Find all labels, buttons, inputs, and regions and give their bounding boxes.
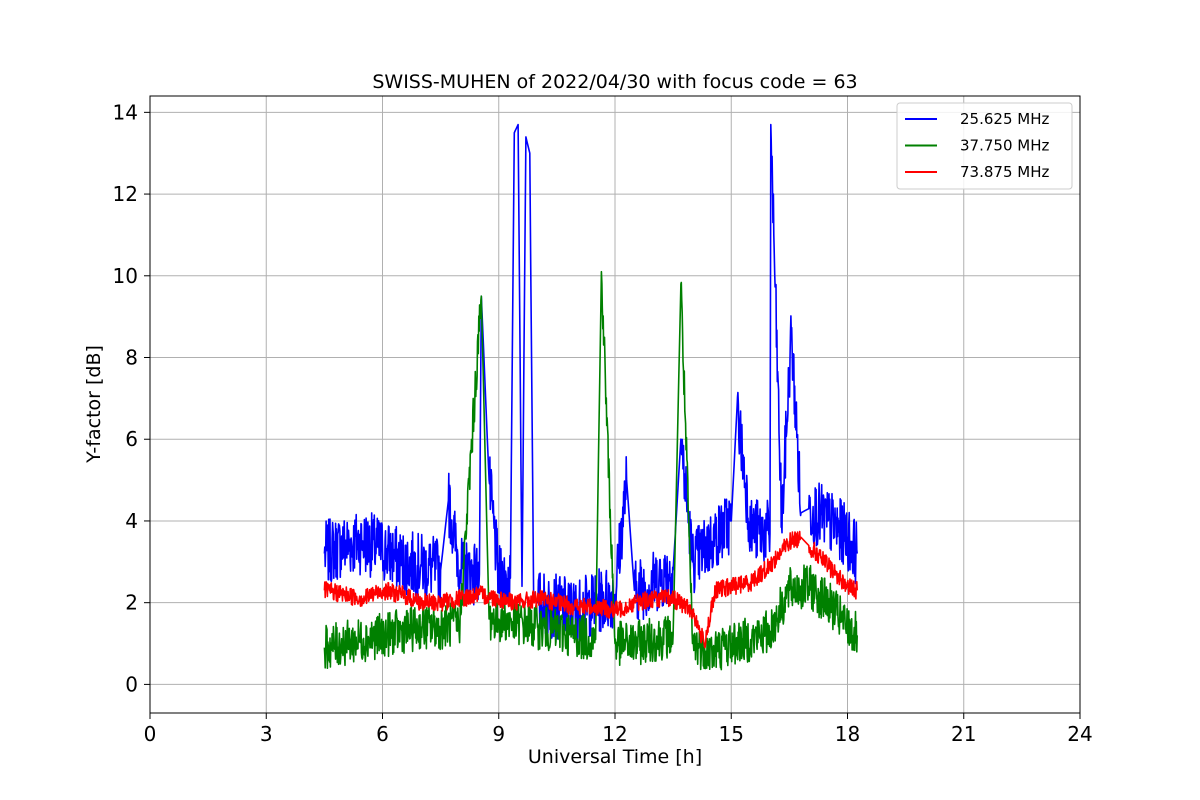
y-tick-label: 2 [125, 591, 138, 615]
x-tick-label: 18 [835, 722, 860, 746]
y-tick-label: 10 [113, 264, 138, 288]
y-tick-label: 14 [113, 100, 138, 124]
x-tick-label: 24 [1067, 722, 1092, 746]
y-tick-label: 0 [125, 672, 138, 696]
x-tick-label: 21 [951, 722, 976, 746]
x-axis-label: Universal Time [h] [528, 746, 702, 768]
series-line-1 [323, 123, 858, 644]
series-line-3 [323, 530, 858, 649]
y-tick-label: 6 [125, 427, 138, 451]
x-tick-label: 6 [376, 722, 389, 746]
legend-label-3: 73.875 MHz [960, 163, 1049, 181]
legend: 25.625 MHz 37.750 MHz 73.875 MHz [896, 102, 1073, 190]
x-tick-label: 15 [719, 722, 744, 746]
legend-label-2: 37.750 MHz [960, 137, 1049, 155]
x-tick-label: 3 [260, 722, 273, 746]
x-tick-label: 9 [492, 722, 505, 746]
chart-title: SWISS-MUHEN of 2022/04/30 with focus cod… [372, 71, 857, 93]
y-tick-label: 4 [125, 509, 138, 533]
legend-box [896, 102, 1073, 190]
y-tick-label: 12 [113, 182, 138, 206]
series-line-2 [323, 270, 858, 671]
x-tick-label: 12 [602, 722, 627, 746]
x-tick-label: 0 [144, 722, 157, 746]
y-axis-label: Y-factor [dB] [83, 345, 105, 464]
plot-series [323, 123, 858, 671]
legend-label-1: 25.625 MHz [960, 110, 1049, 128]
y-tick-label: 8 [125, 346, 138, 370]
